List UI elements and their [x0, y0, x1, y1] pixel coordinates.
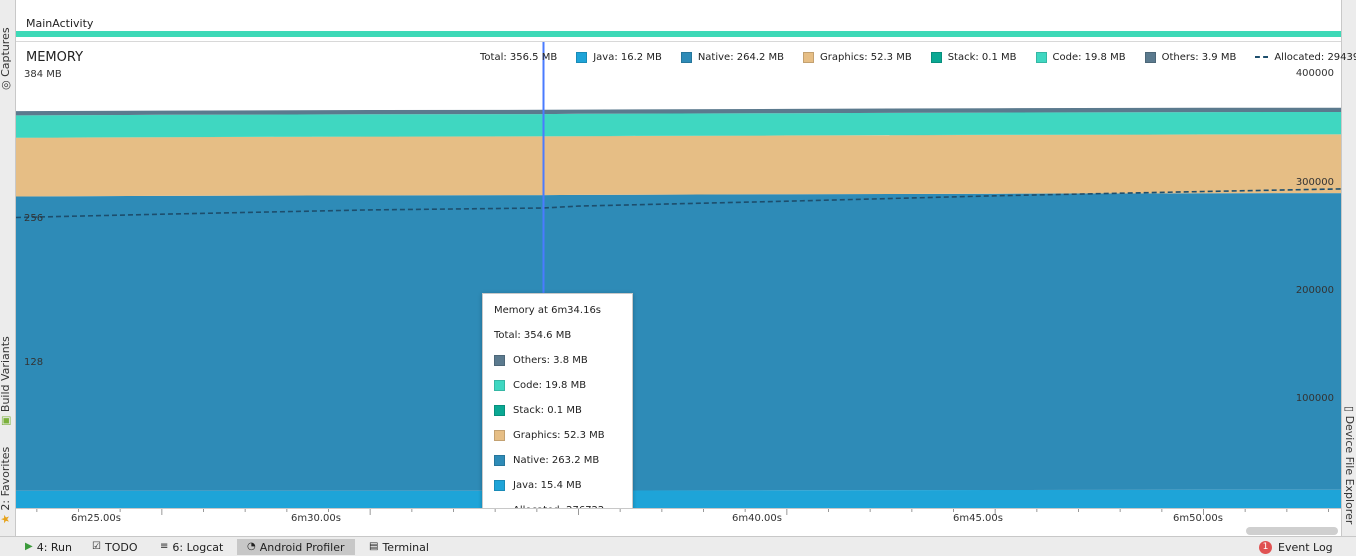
tooltip-code: Code: 19.8 MB: [494, 380, 586, 391]
memory-chart[interactable]: MEMORY 384 MB 256 128 400000 300000 2000…: [16, 42, 1356, 531]
stack-swatch: [930, 51, 942, 63]
time-label: 6m30.00s: [291, 513, 341, 524]
java-swatch: [576, 51, 588, 63]
native-swatch: [680, 51, 692, 63]
native-swatch: [494, 455, 505, 466]
device-file-explorer-tab[interactable]: ▯ Device File Explorer: [1343, 406, 1356, 525]
area-native: [16, 193, 1341, 491]
favorites-tab[interactable]: ★ 2: Favorites: [0, 446, 12, 524]
legend-others: Others: 3.9 MB: [1144, 51, 1236, 63]
memory-chart-plot: [16, 42, 1341, 508]
time-label: 6m40.00s: [732, 513, 782, 524]
logcat-icon: ≡: [160, 541, 169, 552]
area-others: [16, 107, 1341, 116]
legend-native: Native: 264.2 MB: [680, 51, 784, 63]
tooltip-stack: Stack: 0.1 MB: [494, 405, 582, 416]
legend-code: Code: 19.8 MB: [1035, 51, 1126, 63]
activity-bar[interactable]: [16, 31, 1341, 37]
tooltip-others: Others: 3.8 MB: [494, 355, 588, 366]
graphics-swatch: [803, 51, 815, 63]
terminal-icon: ▤: [369, 541, 379, 552]
time-label: 6m50.00s: [1173, 513, 1223, 524]
star-icon: ★: [0, 514, 12, 524]
tooltip-total: Total: 354.6 MB: [494, 330, 572, 341]
legend-allocated: Allocated: 294391: [1255, 52, 1356, 63]
tooltip-graphics: Graphics: 52.3 MB: [494, 430, 605, 441]
event-log-tab[interactable]: 1 Event Log: [1259, 539, 1333, 555]
todo-icon: ☑: [92, 541, 101, 552]
tooltip-java: Java: 15.4 MB: [494, 480, 582, 491]
graphics-swatch: [494, 430, 505, 441]
timeline-scrollbar[interactable]: [1246, 527, 1338, 535]
event-count-badge: 1: [1259, 540, 1272, 554]
legend-total: Total: 356.5 MB: [480, 51, 558, 63]
area-graphics: [16, 134, 1341, 197]
allocated-line: [16, 188, 1341, 219]
device-icon: ▯: [1343, 406, 1356, 413]
y-tick-right: 200000: [1295, 285, 1334, 296]
others-swatch: [1144, 51, 1156, 63]
allocated-dash: [1255, 56, 1269, 58]
stack-swatch: [494, 405, 505, 416]
run-icon: ▶: [25, 541, 33, 552]
area-code: [16, 112, 1341, 138]
bottom-tool-bar: ▶ 4: Run ☑ TODO ≡ 6: Logcat ◔ Android Pr…: [0, 536, 1356, 556]
android-profiler-tab[interactable]: ◔ Android Profiler: [237, 539, 355, 555]
y-tick-right: 300000: [1295, 177, 1334, 188]
captures-icon: ◎: [0, 80, 12, 90]
code-swatch: [1035, 51, 1047, 63]
area-java: [16, 489, 1341, 508]
y-tick-left: 128: [24, 357, 44, 368]
android-icon: ▣: [0, 415, 12, 426]
memory-max-label: 384 MB: [24, 69, 62, 80]
logcat-tab[interactable]: ≡ 6: Logcat: [160, 540, 224, 554]
y-tick-right: 400000: [1295, 68, 1334, 79]
legend-graphics: Graphics: 52.3 MB: [803, 51, 912, 63]
profiler-icon: ◔: [247, 541, 256, 552]
activity-timeline: MainActivity: [16, 0, 1341, 42]
left-tool-rail: ◎ Captures ▣ Build Variants ★ 2: Favorit…: [0, 0, 16, 536]
legend-stack: Stack: 0.1 MB: [930, 51, 1017, 63]
activity-label: MainActivity: [26, 17, 94, 30]
right-tool-rail: ▯ Device File Explorer: [1341, 0, 1356, 536]
others-swatch: [494, 355, 505, 366]
code-swatch: [494, 380, 505, 391]
time-axis[interactable]: 6m25.00s 6m30.00s 6m40.00s 6m45.00s 6m50…: [16, 508, 1341, 537]
y-tick-left: 256: [24, 213, 44, 224]
legend-java: Java: 16.2 MB: [576, 51, 662, 63]
build-variants-tab[interactable]: ▣ Build Variants: [0, 336, 12, 426]
time-ticks: [36, 509, 1329, 515]
captures-tab[interactable]: ◎ Captures: [0, 27, 12, 90]
divider: [16, 41, 1341, 42]
memory-legend: Total: 356.5 MB Java: 16.2 MB Native: 26…: [480, 50, 1356, 64]
tooltip-native: Native: 263.2 MB: [494, 455, 599, 466]
time-label: 6m25.00s: [71, 513, 121, 524]
time-label: 6m45.00s: [953, 513, 1003, 524]
java-swatch: [494, 480, 505, 491]
memory-title: MEMORY: [26, 50, 84, 65]
terminal-tab[interactable]: ▤ Terminal: [369, 540, 429, 554]
y-tick-right: 100000: [1295, 393, 1334, 404]
run-tab[interactable]: ▶ 4: Run: [25, 540, 72, 554]
memory-tooltip: Memory at 6m34.16s Total: 354.6 MB Other…: [482, 293, 633, 531]
todo-tab[interactable]: ☑ TODO: [92, 540, 138, 554]
tooltip-title: Memory at 6m34.16s: [494, 305, 602, 316]
